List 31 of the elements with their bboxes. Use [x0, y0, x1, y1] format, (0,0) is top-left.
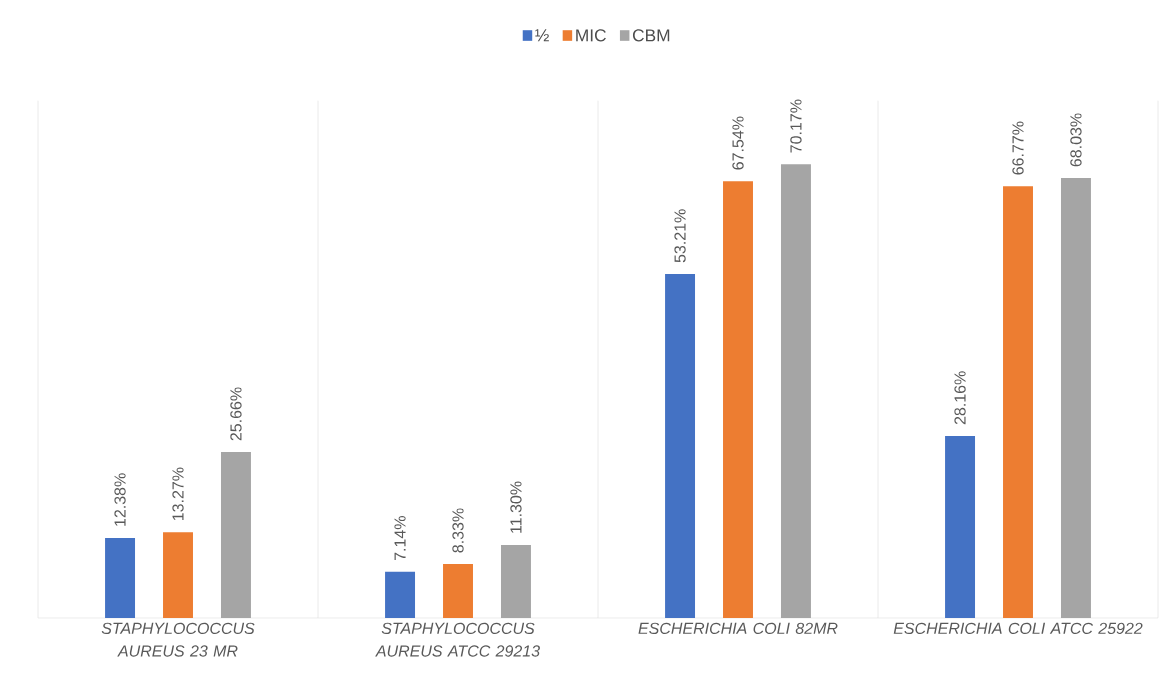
data-label: 25.66% [230, 387, 242, 441]
data-label: 53.21% [674, 209, 686, 263]
bar [780, 164, 811, 619]
bar [385, 571, 416, 619]
bar [945, 436, 976, 619]
data-label: 13.27% [172, 467, 184, 521]
bar [163, 532, 193, 619]
data-label: 28.16% [954, 371, 966, 425]
data-label: 67.54% [732, 116, 744, 170]
data-label: 66.77% [1012, 121, 1024, 175]
bar [665, 274, 696, 619]
data-label: 68.03% [1070, 113, 1082, 167]
legend-label: MIC [576, 29, 606, 42]
data-label: 12.38% [114, 473, 126, 526]
legend-label: ½ [535, 29, 549, 42]
bar [1060, 178, 1091, 619]
data-label: 11.30% [510, 481, 522, 533]
bar [220, 452, 251, 619]
data-label: 70.17% [790, 99, 802, 153]
legend-label: CBM [632, 29, 670, 42]
bar [105, 538, 136, 619]
x-tick-label: STAPHYLOCOCCUS AUREUS 23 MR [101, 622, 255, 657]
data-label: 7.14% [394, 516, 406, 561]
bar [500, 545, 531, 619]
x-tick-label: ESCHERICHIA COLI 82MR [638, 622, 838, 635]
x-tick-label: ESCHERICHIA COLI ATCC 25922 [893, 622, 1143, 635]
x-tick-label: STAPHYLOCOCCUS AUREUS ATCC 29213 [375, 622, 540, 657]
bar [1003, 186, 1033, 619]
bar [723, 181, 753, 619]
data-label: 8.33% [452, 508, 464, 553]
bar [443, 564, 473, 619]
